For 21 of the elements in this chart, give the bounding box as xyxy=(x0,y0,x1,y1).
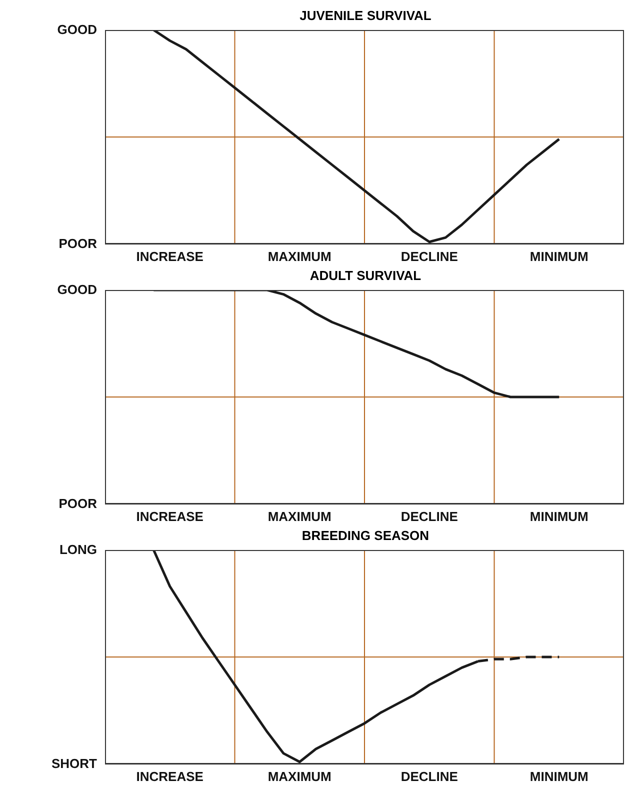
x-tick-label: DECLINE xyxy=(400,509,458,524)
text: SHORT xyxy=(52,756,97,772)
x-tick-label: INCREASE xyxy=(136,509,204,524)
x-tick-label: MAXIMUM xyxy=(268,249,332,264)
chart-title: JUVENILE SURVIVAL xyxy=(298,8,432,24)
chart-title: BREEDING SEASON xyxy=(300,528,430,544)
x-tick-label: DECLINE xyxy=(400,249,458,264)
text: POOR xyxy=(58,236,97,252)
text: LONG xyxy=(59,542,97,558)
x-tick-label: INCREASE xyxy=(136,769,204,784)
x-tick-label: MAXIMUM xyxy=(268,769,332,784)
x-tick-label: INCREASE xyxy=(136,249,204,264)
x-tick-label: DECLINE xyxy=(400,769,458,784)
text: POOR xyxy=(58,496,97,512)
chart-title: ADULT SURVIVAL xyxy=(308,268,422,284)
text: GOOD xyxy=(57,22,97,38)
x-tick-label: MINIMUM xyxy=(530,249,588,264)
x-tick-label: MINIMUM xyxy=(530,769,588,784)
x-tick-label: MINIMUM xyxy=(530,509,588,524)
text: GOOD xyxy=(57,282,97,298)
x-tick-label: MAXIMUM xyxy=(268,509,332,524)
